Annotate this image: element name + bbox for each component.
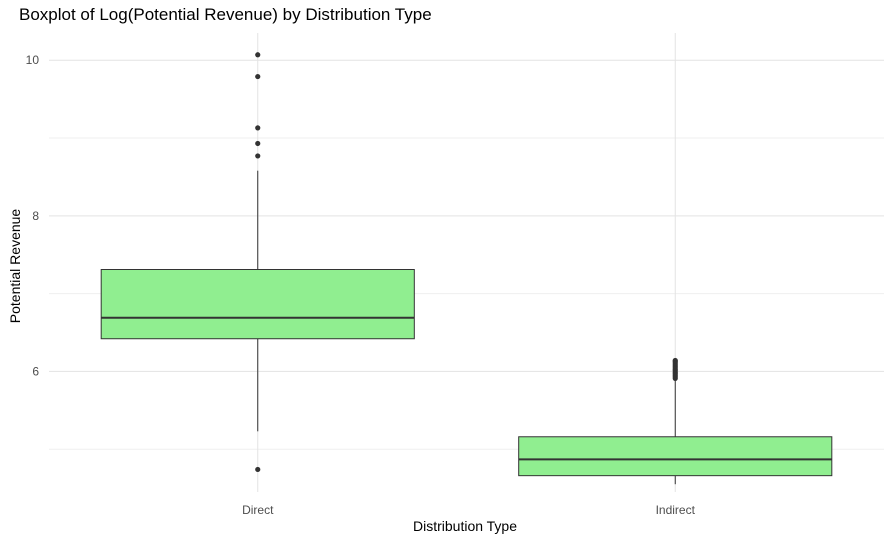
outlier-point bbox=[255, 140, 261, 147]
x-tick-label: Direct bbox=[242, 503, 274, 517]
outlier-point bbox=[672, 357, 678, 364]
x-axis-label: Distribution Type bbox=[413, 518, 517, 534]
y-tick-label: 10 bbox=[26, 53, 40, 67]
y-tick-label: 8 bbox=[32, 209, 39, 223]
y-axis-label: Potential Revenue bbox=[7, 209, 23, 324]
grid-layer bbox=[49, 33, 884, 492]
box-iqr bbox=[518, 436, 833, 477]
x-tick-label: Indirect bbox=[656, 503, 696, 517]
box-group-indirect bbox=[518, 357, 833, 485]
outlier-point bbox=[255, 466, 261, 473]
box-group-direct bbox=[100, 52, 415, 473]
axis-layer: Distribution Type Potential Revenue 6 8 10… bbox=[7, 53, 696, 534]
outlier-point bbox=[255, 52, 261, 58]
chart-title: Boxplot of Log(Potential Revenue) by Dis… bbox=[19, 5, 432, 24]
outlier-point bbox=[255, 73, 261, 80]
box-layer bbox=[100, 52, 833, 485]
outlier-point bbox=[255, 125, 261, 131]
box-iqr bbox=[100, 269, 415, 340]
outlier-point bbox=[255, 153, 261, 159]
y-tick-label: 6 bbox=[32, 364, 39, 378]
